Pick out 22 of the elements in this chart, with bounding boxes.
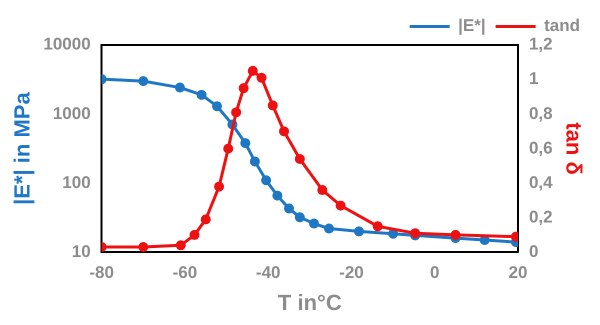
y-tick-label: 1000 xyxy=(52,104,91,123)
y2-tick-label: 0 xyxy=(528,242,538,261)
x-tick-label: -60 xyxy=(172,263,198,282)
legend-label: tand xyxy=(544,16,580,36)
y2-tick-label: 1 xyxy=(528,69,538,88)
x-tick-label: -40 xyxy=(256,263,280,282)
y-tick-label: 10000 xyxy=(43,34,91,54)
y-tick-label: 10 xyxy=(72,242,91,261)
y2-tick-label: 0,8 xyxy=(528,104,553,123)
x-tick-label: -80 xyxy=(89,263,114,282)
x-axis-title: T in°C xyxy=(278,290,342,315)
y2-tick-label: 0,6 xyxy=(528,138,553,158)
y2-axis-title: tan δ xyxy=(562,122,587,175)
x-tick-label: 20 xyxy=(508,263,528,282)
legend-label: |E*| xyxy=(458,16,486,36)
y-tick-label: 100 xyxy=(62,172,91,192)
y2-tick-label: 0,4 xyxy=(528,172,554,192)
y-axis-title: |E*| in MPa xyxy=(9,92,34,205)
y2-tick-label: 0,2 xyxy=(528,207,553,226)
y2-tick-label: 1,2 xyxy=(528,34,553,54)
x-tick-label: -20 xyxy=(339,263,364,282)
x-tick-label: 0 xyxy=(430,263,440,282)
